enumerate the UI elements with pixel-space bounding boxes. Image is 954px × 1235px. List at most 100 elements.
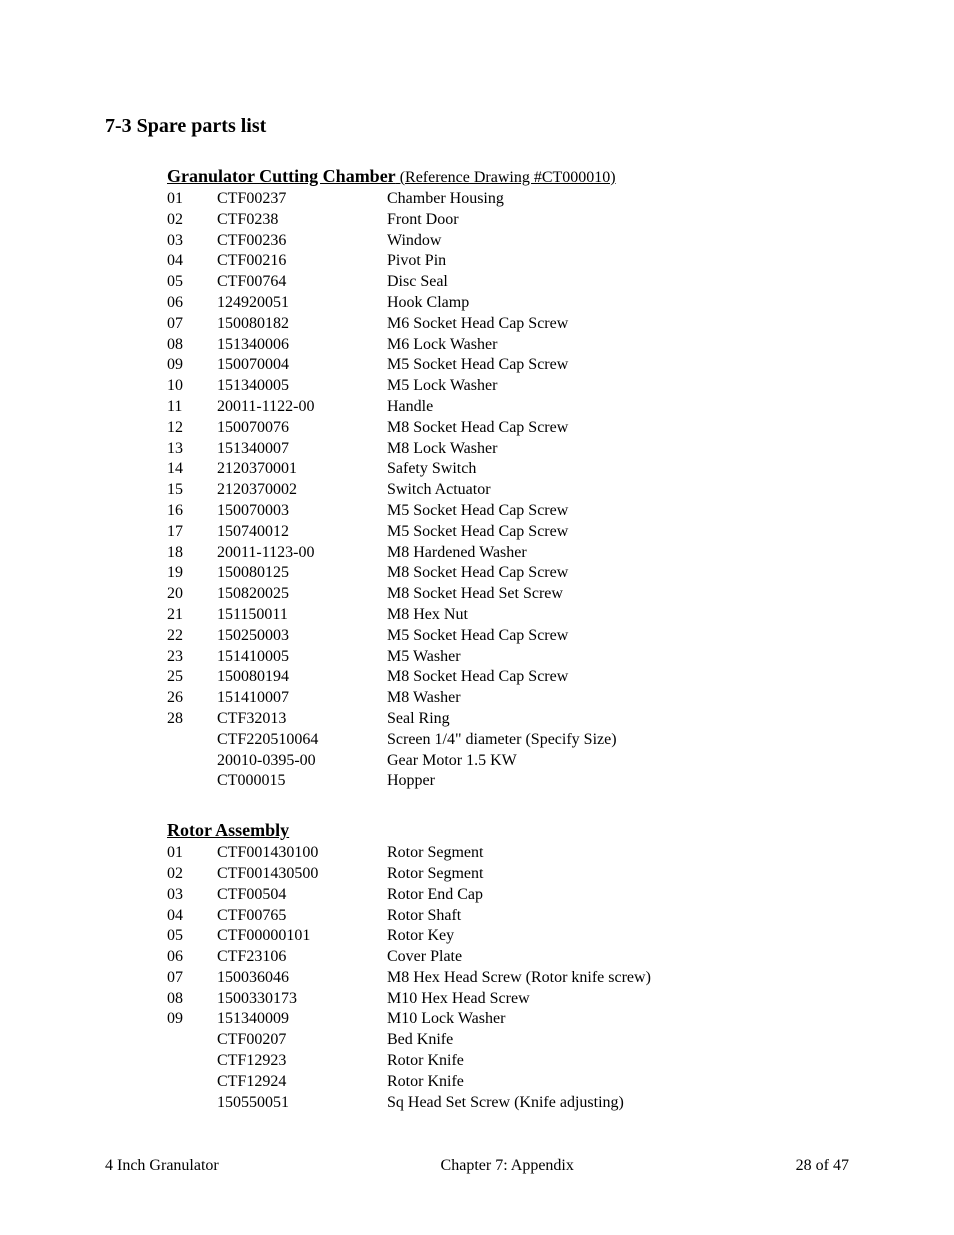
part-number: CTF12924 [217, 1072, 387, 1093]
parts-row: 22150250003M5 Socket Head Cap Screw [167, 626, 617, 647]
parts-row: 19150080125M8 Socket Head Cap Screw [167, 563, 617, 584]
part-item-number: 04 [167, 906, 217, 927]
parts-row: 04CTF00765Rotor Shaft [167, 906, 651, 927]
part-number: CTF00237 [217, 189, 387, 210]
part-item-number [167, 1030, 217, 1051]
part-description: M8 Hardened Washer [387, 543, 617, 564]
parts-row: 07150036046M8 Hex Head Screw (Rotor knif… [167, 968, 651, 989]
part-description: M5 Washer [387, 647, 617, 668]
part-number: 20011-1122-00 [217, 397, 387, 418]
section-title: 7-3 Spare parts list [105, 115, 849, 138]
parts-row: 20150820025M8 Socket Head Set Screw [167, 584, 617, 605]
part-item-number: 08 [167, 335, 217, 356]
part-description: M8 Socket Head Set Screw [387, 584, 617, 605]
parts-row: 26151410007M8 Washer [167, 688, 617, 709]
part-number: CTF001430100 [217, 843, 387, 864]
part-description: Front Door [387, 210, 617, 231]
part-number: 150070004 [217, 355, 387, 376]
part-number: 151410005 [217, 647, 387, 668]
part-number: CTF0238 [217, 210, 387, 231]
part-item-number [167, 1072, 217, 1093]
subsection-header: Granulator Cutting Chamber (Reference Dr… [167, 166, 849, 187]
part-item-number: 07 [167, 968, 217, 989]
parts-row: 13151340007M8 Lock Washer [167, 439, 617, 460]
part-item-number: 10 [167, 376, 217, 397]
part-description: Cover Plate [387, 947, 651, 968]
part-description: M8 Socket Head Cap Screw [387, 418, 617, 439]
part-item-number: 16 [167, 501, 217, 522]
part-description: M8 Washer [387, 688, 617, 709]
part-description: Rotor Key [387, 926, 651, 947]
part-number: 151410007 [217, 688, 387, 709]
part-number: 20011-1123-00 [217, 543, 387, 564]
parts-row: 04CTF00216Pivot Pin [167, 251, 617, 272]
part-item-number: 02 [167, 210, 217, 231]
part-number: 151340006 [217, 335, 387, 356]
part-item-number: 22 [167, 626, 217, 647]
part-number: CT000015 [217, 771, 387, 792]
parts-row: 152120370002Switch Actuator [167, 480, 617, 501]
part-item-number: 25 [167, 667, 217, 688]
part-item-number: 06 [167, 947, 217, 968]
parts-row: 09150070004M5 Socket Head Cap Screw [167, 355, 617, 376]
parts-row: 1820011-1123-00M8 Hardened Washer [167, 543, 617, 564]
part-description: M8 Socket Head Cap Screw [387, 667, 617, 688]
part-number: 150080182 [217, 314, 387, 335]
part-number: CTF00216 [217, 251, 387, 272]
part-item-number [167, 1051, 217, 1072]
part-description: M10 Hex Head Screw [387, 989, 651, 1010]
part-item-number: 23 [167, 647, 217, 668]
parts-row: CT000015Hopper [167, 771, 617, 792]
part-description: Rotor Knife [387, 1051, 651, 1072]
part-item-number: 02 [167, 864, 217, 885]
footer-left: 4 Inch Granulator [105, 1157, 219, 1175]
part-description: Rotor End Cap [387, 885, 651, 906]
part-item-number [167, 751, 217, 772]
parts-row: 07150080182M6 Socket Head Cap Screw [167, 314, 617, 335]
page-content: 7-3 Spare parts list Granulator Cutting … [0, 0, 954, 1113]
part-description: Switch Actuator [387, 480, 617, 501]
part-description: Sq Head Set Screw (Knife adjusting) [387, 1093, 651, 1114]
part-number: 150036046 [217, 968, 387, 989]
part-item-number: 12 [167, 418, 217, 439]
part-item-number: 19 [167, 563, 217, 584]
part-item-number: 09 [167, 355, 217, 376]
part-description: M8 Lock Washer [387, 439, 617, 460]
part-description: Handle [387, 397, 617, 418]
part-number: CTF00236 [217, 231, 387, 252]
part-number: CTF220510064 [217, 730, 387, 751]
footer-right: 28 of 47 [796, 1157, 849, 1175]
parts-row: 03CTF00504Rotor End Cap [167, 885, 651, 906]
part-description: Gear Motor 1.5 KW [387, 751, 617, 772]
part-description: M6 Socket Head Cap Screw [387, 314, 617, 335]
parts-row: CTF12924Rotor Knife [167, 1072, 651, 1093]
part-item-number: 01 [167, 189, 217, 210]
part-number: 2120370002 [217, 480, 387, 501]
part-item-number: 26 [167, 688, 217, 709]
parts-row: 05CTF00000101Rotor Key [167, 926, 651, 947]
part-number: CTF00000101 [217, 926, 387, 947]
part-item-number: 03 [167, 231, 217, 252]
part-description: Window [387, 231, 617, 252]
parts-row: 25150080194M8 Socket Head Cap Screw [167, 667, 617, 688]
parts-row: 20010-0395-00Gear Motor 1.5 KW [167, 751, 617, 772]
part-number: 151340007 [217, 439, 387, 460]
part-number: CTF12923 [217, 1051, 387, 1072]
part-description: M5 Socket Head Cap Screw [387, 522, 617, 543]
subsection: Rotor Assembly01CTF001430100Rotor Segmen… [167, 820, 849, 1113]
part-number: 150550051 [217, 1093, 387, 1114]
part-number: 2120370001 [217, 459, 387, 480]
part-item-number: 01 [167, 843, 217, 864]
part-description: Rotor Segment [387, 843, 651, 864]
parts-table: 01CTF00237Chamber Housing02CTF0238Front … [167, 189, 617, 792]
part-description: Hook Clamp [387, 293, 617, 314]
part-item-number: 09 [167, 1009, 217, 1030]
part-item-number [167, 1093, 217, 1114]
part-number: CTF001430500 [217, 864, 387, 885]
parts-row: 06124920051Hook Clamp [167, 293, 617, 314]
part-description: M8 Socket Head Cap Screw [387, 563, 617, 584]
parts-row: CTF12923Rotor Knife [167, 1051, 651, 1072]
part-number: CTF32013 [217, 709, 387, 730]
part-item-number: 13 [167, 439, 217, 460]
footer-center: Chapter 7: Appendix [441, 1157, 574, 1175]
